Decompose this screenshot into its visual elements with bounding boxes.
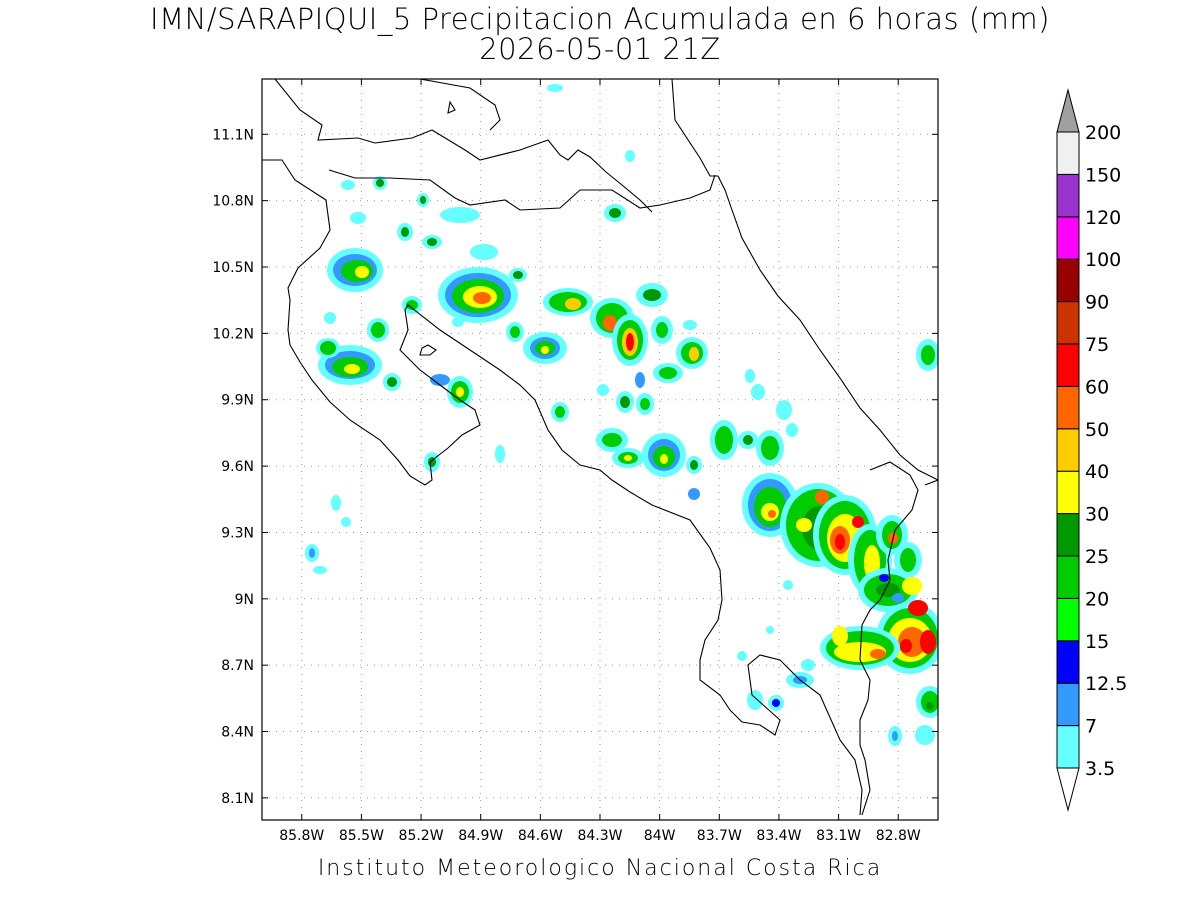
panama-border [859, 461, 919, 816]
map-datetime: 2026-05-01 21Z [479, 32, 721, 66]
lon-tick-label: 82.8W [876, 828, 921, 844]
colorbar-segment [1056, 173, 1080, 218]
colorbar-level-label: 12.5 [1085, 673, 1127, 695]
precip-cluster-central-north [438, 84, 708, 463]
pacific-coast-north [262, 159, 863, 816]
colorbar-level-label: 15 [1085, 631, 1109, 653]
colorbar-level-label: 100 [1085, 249, 1121, 271]
colorbar-segment [1056, 682, 1080, 727]
colorbar-level-label: 25 [1085, 546, 1109, 568]
colorbar-segment [1056, 555, 1080, 599]
colorbar-segment [1056, 513, 1080, 557]
lon-tick-label: 83.7W [697, 828, 742, 844]
colorbar-segment [1056, 428, 1080, 472]
coastline-borders [262, 79, 938, 816]
lon-tick-label: 83.4W [756, 828, 801, 844]
colorbar-segment [1056, 301, 1080, 345]
lon-tick-label: 85.8W [279, 828, 324, 844]
colorbar-level-label: 40 [1085, 461, 1109, 483]
colorbar-level-label: 75 [1085, 334, 1109, 356]
colorbar-level-label: 150 [1085, 164, 1121, 186]
lagoon-outline [419, 344, 437, 356]
island-ometepe [447, 100, 456, 114]
colorbar-level-label: 90 [1085, 292, 1109, 314]
panama-coast-east [924, 479, 938, 486]
caribbean-coast [671, 79, 938, 481]
lon-tick-label: 84.3W [577, 828, 622, 844]
colorbar-segment [1056, 385, 1080, 430]
colorbar-level-label: 120 [1085, 207, 1121, 229]
lon-tick-label: 84W [644, 828, 676, 844]
lat-tick-label: 8.4N [221, 725, 254, 741]
lat-tick-label: 8.7N [221, 658, 254, 674]
colorbar-level-label: 3.5 [1085, 758, 1115, 780]
precip-cluster-central-valley [596, 369, 798, 500]
colorbar-level-label: 30 [1085, 504, 1109, 526]
lat-tick-label: 9.3N [221, 525, 254, 541]
colorbar-level-label: 60 [1085, 376, 1109, 398]
colorbar-level-label: 50 [1085, 419, 1109, 441]
lon-tick-label: 84.6W [518, 828, 563, 844]
colorbar-segment [1056, 343, 1080, 387]
colorbar-segment [1056, 640, 1080, 684]
colorbar-segment [1056, 216, 1080, 260]
colorbar-under-arrow [1056, 767, 1080, 812]
lat-tick-label: 8.1N [221, 791, 254, 807]
colorbar-segment [1056, 597, 1080, 642]
lat-tick-label: 9.9N [221, 393, 254, 409]
lat-tick-label: 9N [235, 592, 254, 608]
colorbar-over-arrow [1056, 88, 1080, 133]
latitude-axis: 11.1N 10.8N 10.5N 10.2N 9.9N 9.6N 9.3N 9N 8.7N 8.… [212, 127, 938, 807]
lat-tick-label: 10.8N [212, 194, 254, 210]
longitude-axis: 85.8W 85.5W 85.2W 84.9W 84.6W 84.3W 84W 83.7W 83… [279, 79, 921, 844]
lat-tick-label: 10.2N [212, 326, 254, 342]
lon-tick-label: 83.1W [816, 828, 861, 844]
lon-tick-label: 85.5W [339, 828, 384, 844]
lon-tick-label: 85.2W [399, 828, 444, 844]
nicaragua-border [328, 169, 716, 211]
colorbar-level-label: 7 [1085, 716, 1097, 738]
lat-tick-label: 9.6N [221, 459, 254, 475]
lake-nicaragua-north [419, 79, 501, 131]
precip-cluster-south-caribbean [737, 339, 938, 746]
colorbar-segment [1056, 470, 1080, 515]
lon-tick-label: 84.9W [458, 828, 503, 844]
lat-tick-label: 10.5N [212, 260, 254, 276]
lake-nicaragua-shore [274, 79, 653, 213]
precipitation-field [305, 84, 938, 746]
colorbar-level-label: 200 [1085, 122, 1121, 144]
colorbar-segment [1056, 131, 1080, 175]
credit-footer: Instituto Meteorologico Nacional Costa R… [317, 856, 883, 881]
colorbar-segment [1056, 725, 1080, 769]
colorbar-level-label: 20 [1085, 588, 1109, 610]
plot-area [262, 79, 938, 820]
lat-tick-label: 11.1N [212, 127, 254, 143]
colorbar: 3.5 7 12.5 15 20 25 30 40 50 60 75 90 100 120 150 200 [1056, 88, 1127, 812]
map-title: IMN/SARAPIQUI_5 Precipitacion Acumulada … [150, 2, 1050, 36]
colorbar-segment [1056, 258, 1080, 303]
